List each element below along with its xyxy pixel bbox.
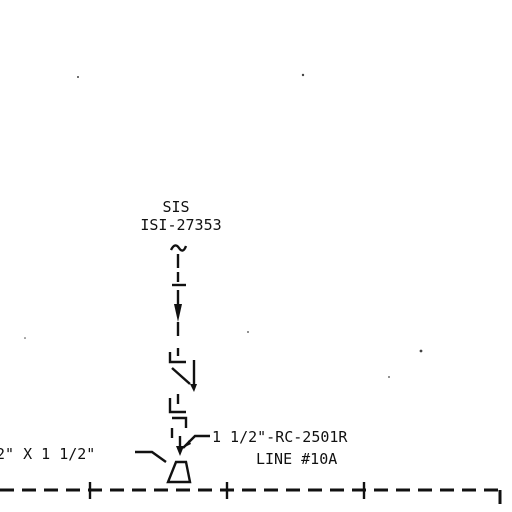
- system-label: SIS: [162, 198, 189, 216]
- valve-body: [171, 367, 191, 385]
- line-number-label: LINE #10A: [256, 450, 337, 468]
- main-header-line: [0, 482, 502, 512]
- valve-body: [168, 352, 186, 364]
- flow-arrow: [174, 304, 182, 322]
- leader-arrowhead: [183, 440, 191, 448]
- valve-body: [168, 398, 186, 414]
- reducer-size-label: 2" X 1 1/2": [0, 445, 95, 463]
- scan-noise: [24, 73, 423, 378]
- pipe-spec-label: 1 1/2"-RC-2501R: [212, 428, 348, 446]
- vertical-pipe-run: [172, 254, 186, 336]
- speck: [419, 349, 423, 353]
- instrument-connection-symbol: [169, 244, 188, 252]
- pipe-spec-leader: [182, 434, 210, 449]
- valve-arrow: [190, 384, 197, 392]
- valve-symbol-upper: [168, 348, 197, 392]
- speck: [247, 331, 249, 333]
- speck: [24, 337, 26, 339]
- valve-symbol-lower: [168, 394, 188, 456]
- reducer-symbol: [166, 460, 192, 484]
- speck: [77, 76, 79, 78]
- speck: [388, 376, 390, 378]
- speck: [301, 73, 305, 77]
- reducer-leader: [135, 450, 167, 463]
- instrument-tag-label: ISI-27353: [140, 216, 221, 234]
- valve-body: [172, 416, 188, 428]
- valve-arrow: [176, 446, 184, 456]
